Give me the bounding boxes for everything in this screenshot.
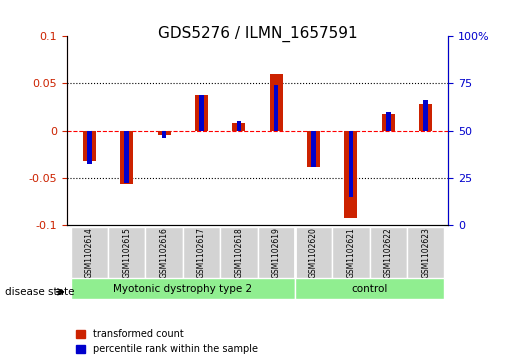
- FancyBboxPatch shape: [295, 227, 332, 278]
- Bar: [349, 131, 353, 197]
- Text: GSM1102622: GSM1102622: [384, 227, 393, 278]
- FancyBboxPatch shape: [145, 227, 183, 278]
- Bar: [232, 123, 245, 131]
- FancyBboxPatch shape: [332, 227, 370, 278]
- FancyBboxPatch shape: [183, 227, 220, 278]
- Text: GSM1102623: GSM1102623: [421, 227, 430, 278]
- Text: disease state: disease state: [5, 287, 75, 297]
- FancyBboxPatch shape: [295, 278, 444, 299]
- Bar: [199, 95, 204, 131]
- FancyBboxPatch shape: [71, 227, 108, 278]
- Legend: transformed count, percentile rank within the sample: transformed count, percentile rank withi…: [72, 326, 262, 358]
- Text: GSM1102618: GSM1102618: [234, 227, 243, 278]
- Bar: [83, 131, 96, 161]
- Text: GSM1102621: GSM1102621: [347, 227, 355, 278]
- Bar: [87, 131, 92, 164]
- Text: GDS5276 / ILMN_1657591: GDS5276 / ILMN_1657591: [158, 25, 357, 42]
- Text: GSM1102619: GSM1102619: [272, 227, 281, 278]
- Text: control: control: [351, 284, 388, 294]
- Bar: [345, 131, 357, 219]
- Bar: [274, 85, 279, 131]
- Text: GSM1102615: GSM1102615: [122, 227, 131, 278]
- Bar: [270, 74, 283, 131]
- FancyBboxPatch shape: [407, 227, 444, 278]
- Bar: [162, 131, 166, 138]
- Bar: [236, 121, 241, 131]
- Bar: [311, 131, 316, 167]
- FancyBboxPatch shape: [220, 227, 258, 278]
- Text: GSM1102616: GSM1102616: [160, 227, 168, 278]
- Bar: [419, 104, 432, 131]
- Bar: [382, 114, 395, 131]
- Bar: [158, 131, 170, 135]
- FancyBboxPatch shape: [258, 227, 295, 278]
- Bar: [423, 99, 428, 131]
- Text: Myotonic dystrophy type 2: Myotonic dystrophy type 2: [113, 284, 252, 294]
- Text: GSM1102620: GSM1102620: [309, 227, 318, 278]
- Bar: [120, 131, 133, 184]
- Text: GSM1102617: GSM1102617: [197, 227, 206, 278]
- FancyBboxPatch shape: [71, 278, 295, 299]
- FancyBboxPatch shape: [108, 227, 145, 278]
- Bar: [307, 131, 320, 167]
- Text: GSM1102614: GSM1102614: [85, 227, 94, 278]
- Bar: [386, 112, 390, 131]
- Bar: [195, 95, 208, 131]
- Bar: [125, 131, 129, 183]
- FancyBboxPatch shape: [370, 227, 407, 278]
